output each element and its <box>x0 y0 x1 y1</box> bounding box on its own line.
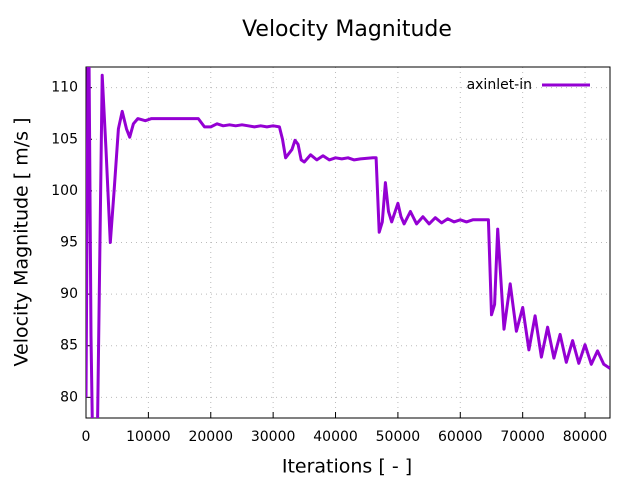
x-tick-label: 50000 <box>376 429 421 445</box>
x-tick-label: 40000 <box>313 429 358 445</box>
y-tick-label: 80 <box>60 389 78 405</box>
x-tick-label: 60000 <box>438 429 483 445</box>
y-tick-label: 105 <box>51 131 78 147</box>
x-tick-label: 0 <box>82 429 91 445</box>
x-tick-label: 70000 <box>500 429 545 445</box>
x-tick-label: 30000 <box>251 429 296 445</box>
y-tick-label: 100 <box>51 183 78 199</box>
x-axis-label: Iterations [ - ] <box>282 456 412 478</box>
legend-label: axinlet-in <box>467 77 532 93</box>
line-series <box>86 67 610 418</box>
y-tick-label: 110 <box>51 80 78 96</box>
x-tick-label: 80000 <box>563 429 608 445</box>
x-tick-label: 20000 <box>188 429 233 445</box>
y-axis-label: Velocity Magnitude [ m/s ] <box>11 118 33 367</box>
chart-title: Velocity Magnitude <box>242 17 452 42</box>
x-tick-label: 10000 <box>126 429 171 445</box>
y-tick-label: 95 <box>60 235 78 251</box>
y-tick-label: 85 <box>60 338 78 354</box>
y-tick-label: 90 <box>60 286 78 302</box>
